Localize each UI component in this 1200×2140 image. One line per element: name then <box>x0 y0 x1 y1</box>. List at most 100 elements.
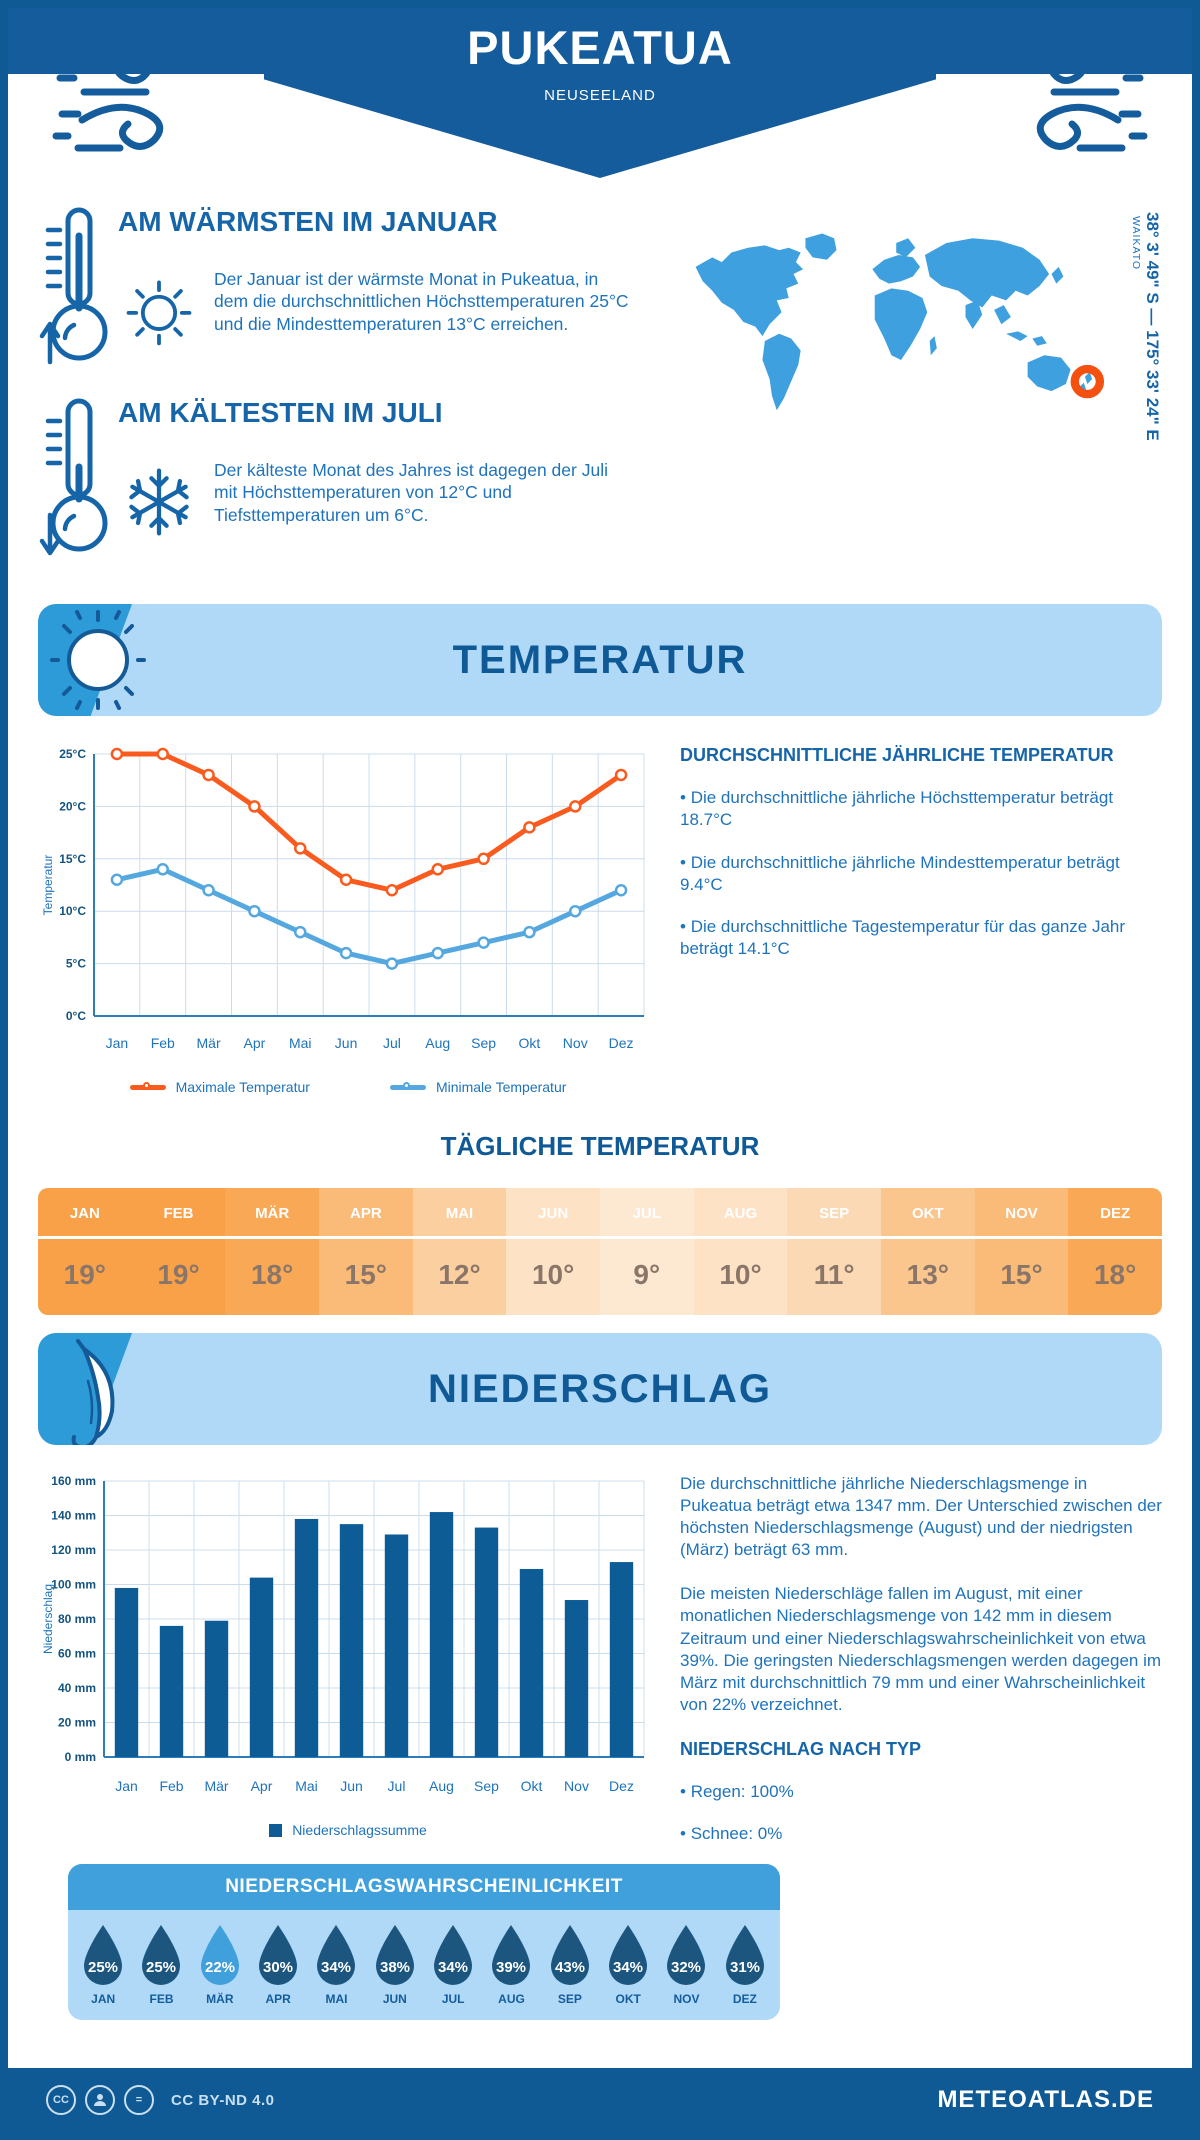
svg-text:Dez: Dez <box>609 1035 634 1051</box>
svg-text:Jan: Jan <box>106 1035 129 1051</box>
svg-text:Sep: Sep <box>471 1035 496 1051</box>
thermometer-down-icon <box>39 398 108 556</box>
daily-cell: NOV 15° <box>974 1188 1069 1315</box>
legend-marker <box>129 1081 166 1090</box>
coordinates-block: WAIKATO 38° 3' 49" S — 175° 33' 24" E <box>1130 212 1162 441</box>
temperature-content: 0°C 5°C 10°C 15°C 20°C 25°C Jan Feb Mär Apr Mai Jun… <box>8 716 1192 1095</box>
svg-text:Feb: Feb <box>159 1778 183 1794</box>
svg-text:30%: 30% <box>263 1959 293 1976</box>
svg-text:0 mm: 0 mm <box>65 1750 96 1764</box>
facts-column: AM WÄRMSTEN IM JANUAR Der Januar ist der… <box>38 204 686 586</box>
svg-text:Jul: Jul <box>388 1778 406 1794</box>
svg-text:20 mm: 20 mm <box>58 1716 96 1730</box>
precip-probability-drop: 43% SEP <box>541 1922 599 2006</box>
daily-month-label: DEZ <box>1068 1188 1162 1239</box>
svg-text:39%: 39% <box>496 1959 526 1976</box>
daily-month-label: JUN <box>506 1188 600 1239</box>
daily-cell: JUN 10° <box>506 1188 600 1315</box>
svg-text:Okt: Okt <box>521 1778 543 1794</box>
equals-icon: = <box>124 2085 154 2115</box>
page-subtitle: NEUSEELAND <box>544 87 656 104</box>
droplet-month-label: MAI <box>325 1992 348 2006</box>
precipitation-probability-drops: 25% JAN 25% FEB 22% MÄR 30% APR 34% MAI 38% JUN 34% J… <box>68 1910 780 2020</box>
precip-probability-drop: 25% JAN <box>74 1922 132 2006</box>
droplet-month-label: JUN <box>382 1992 407 2006</box>
svg-text:Okt: Okt <box>519 1035 541 1051</box>
droplet-month-label: JUL <box>441 1992 465 2006</box>
daily-value-label: 18° <box>1093 1259 1137 1290</box>
precipitation-probability-box: NIEDERSCHLAGSWAHRSCHEINLICHKEIT 25% JAN 25… <box>68 1864 780 2020</box>
person-icon <box>85 2085 115 2115</box>
droplet-icon: 34% <box>317 1925 356 1985</box>
legend-marker <box>269 1823 283 1837</box>
daily-month-label: NOV <box>974 1188 1069 1239</box>
svg-text:100 mm: 100 mm <box>51 1578 96 1592</box>
daily-value-label: 10° <box>719 1259 762 1290</box>
location-marker <box>1070 364 1105 399</box>
precip-probability-drop: 34% MAI <box>307 1922 365 2006</box>
svg-text:34%: 34% <box>613 1959 643 1976</box>
svg-text:32%: 32% <box>671 1959 701 1976</box>
droplet-month-label: MÄR <box>206 1992 234 2006</box>
svg-text:Temperatur: Temperatur <box>41 855 55 916</box>
title-ribbon: PUKEATUA NEUSEELAND <box>264 8 936 178</box>
daily-cell: DEZ 18° <box>1068 1188 1162 1315</box>
daily-month-label: APR <box>318 1188 413 1239</box>
precip-probability-drop: 39% AUG <box>482 1922 540 2006</box>
precipitation-probability-title: NIEDERSCHLAGSWAHRSCHEINLICHKEIT <box>68 1864 780 1910</box>
legend-item: Maximale Temperatur <box>129 1079 310 1095</box>
droplet-month-label: NOV <box>673 1992 700 2006</box>
droplet-month-label: AUG <box>498 1992 525 2006</box>
daily-value-label: 11° <box>813 1259 855 1290</box>
precip-probability-drop: 25% FEB <box>132 1922 190 2006</box>
daily-value-label: 13° <box>906 1259 949 1290</box>
svg-text:Feb: Feb <box>151 1035 175 1051</box>
daily-month-label: FEB <box>131 1188 226 1239</box>
daily-month-label: AUG <box>693 1188 788 1239</box>
svg-text:Nov: Nov <box>564 1778 589 1794</box>
droplet-icon: 32% <box>667 1925 706 1985</box>
droplet-icon: 34% <box>609 1925 648 1985</box>
thermometer-up-icon <box>39 207 108 365</box>
droplet-icon: 38% <box>375 1925 414 1985</box>
svg-text:Aug: Aug <box>429 1778 454 1794</box>
svg-text:120 mm: 120 mm <box>51 1543 96 1557</box>
precip-probability-drop: 34% OKT <box>599 1922 657 2006</box>
svg-text:Jun: Jun <box>335 1035 358 1051</box>
temperature-text-column: DURCHSCHNITTLICHE JÄHRLICHE TEMPERATUR D… <box>658 738 1162 1095</box>
temperature-summary-heading: DURCHSCHNITTLICHE JÄHRLICHE TEMPERATUR <box>680 745 1114 765</box>
fact-warmest: AM WÄRMSTEN IM JANUAR Der Januar ist der… <box>38 204 686 369</box>
daily-month-label: OKT <box>880 1188 975 1239</box>
daily-value-label: 15° <box>1000 1259 1043 1290</box>
temperature-chart-legend: Maximale Temperatur Minimale Temperatur <box>38 1079 658 1095</box>
svg-text:Jan: Jan <box>115 1778 138 1794</box>
svg-text:38%: 38% <box>380 1959 410 1976</box>
svg-text:Dez: Dez <box>609 1778 634 1794</box>
droplet-month-label: FEB <box>149 1992 174 2006</box>
precipitation-chart-column: 0 mm 20 mm 40 mm 60 mm 80 mm 100 mm 120 mm 140 … <box>38 1467 780 2020</box>
daily-month-label: JUL <box>599 1188 694 1239</box>
temperature-banner: TEMPERATUR <box>38 604 1162 716</box>
svg-text:Mär: Mär <box>197 1035 221 1051</box>
droplet-month-label: DEZ <box>732 1992 757 2006</box>
svg-text:Apr: Apr <box>251 1778 273 1794</box>
droplet-icon: 34% <box>434 1925 473 1985</box>
intro-section: AM WÄRMSTEN IM JANUAR Der Januar ist der… <box>8 186 1192 586</box>
precip-probability-drop: 22% MÄR <box>191 1922 249 2006</box>
legend-item: Minimale Temperatur <box>389 1079 566 1095</box>
precipitation-paragraphs: Die durchschnittliche jährliche Niedersc… <box>680 1473 1162 1716</box>
snowflake-icon <box>129 467 189 536</box>
license-label: CC BY-ND 4.0 <box>171 2091 275 2109</box>
daily-month-label: MÄR <box>225 1188 319 1239</box>
section-title-precipitation: NIEDERSCHLAG <box>427 1366 773 1411</box>
svg-text:31%: 31% <box>730 1959 760 1976</box>
legend-item: Niederschlagssumme <box>269 1822 427 1838</box>
temperature-bullet: Die durchschnittliche jährliche Höchstte… <box>680 787 1162 831</box>
svg-text:22%: 22% <box>205 1959 235 1976</box>
daily-cell: MÄR 18° <box>225 1188 319 1315</box>
world-map <box>695 233 1105 411</box>
svg-text:Apr: Apr <box>244 1035 266 1051</box>
footer: CC = CC BY-ND 4.0 METEOATLAS.DE <box>8 2068 1192 2132</box>
temperature-chart-column: 0°C 5°C 10°C 15°C 20°C 25°C Jan Feb Mär Apr Mai Jun… <box>38 738 658 1095</box>
daily-value-label: 19° <box>63 1259 106 1290</box>
